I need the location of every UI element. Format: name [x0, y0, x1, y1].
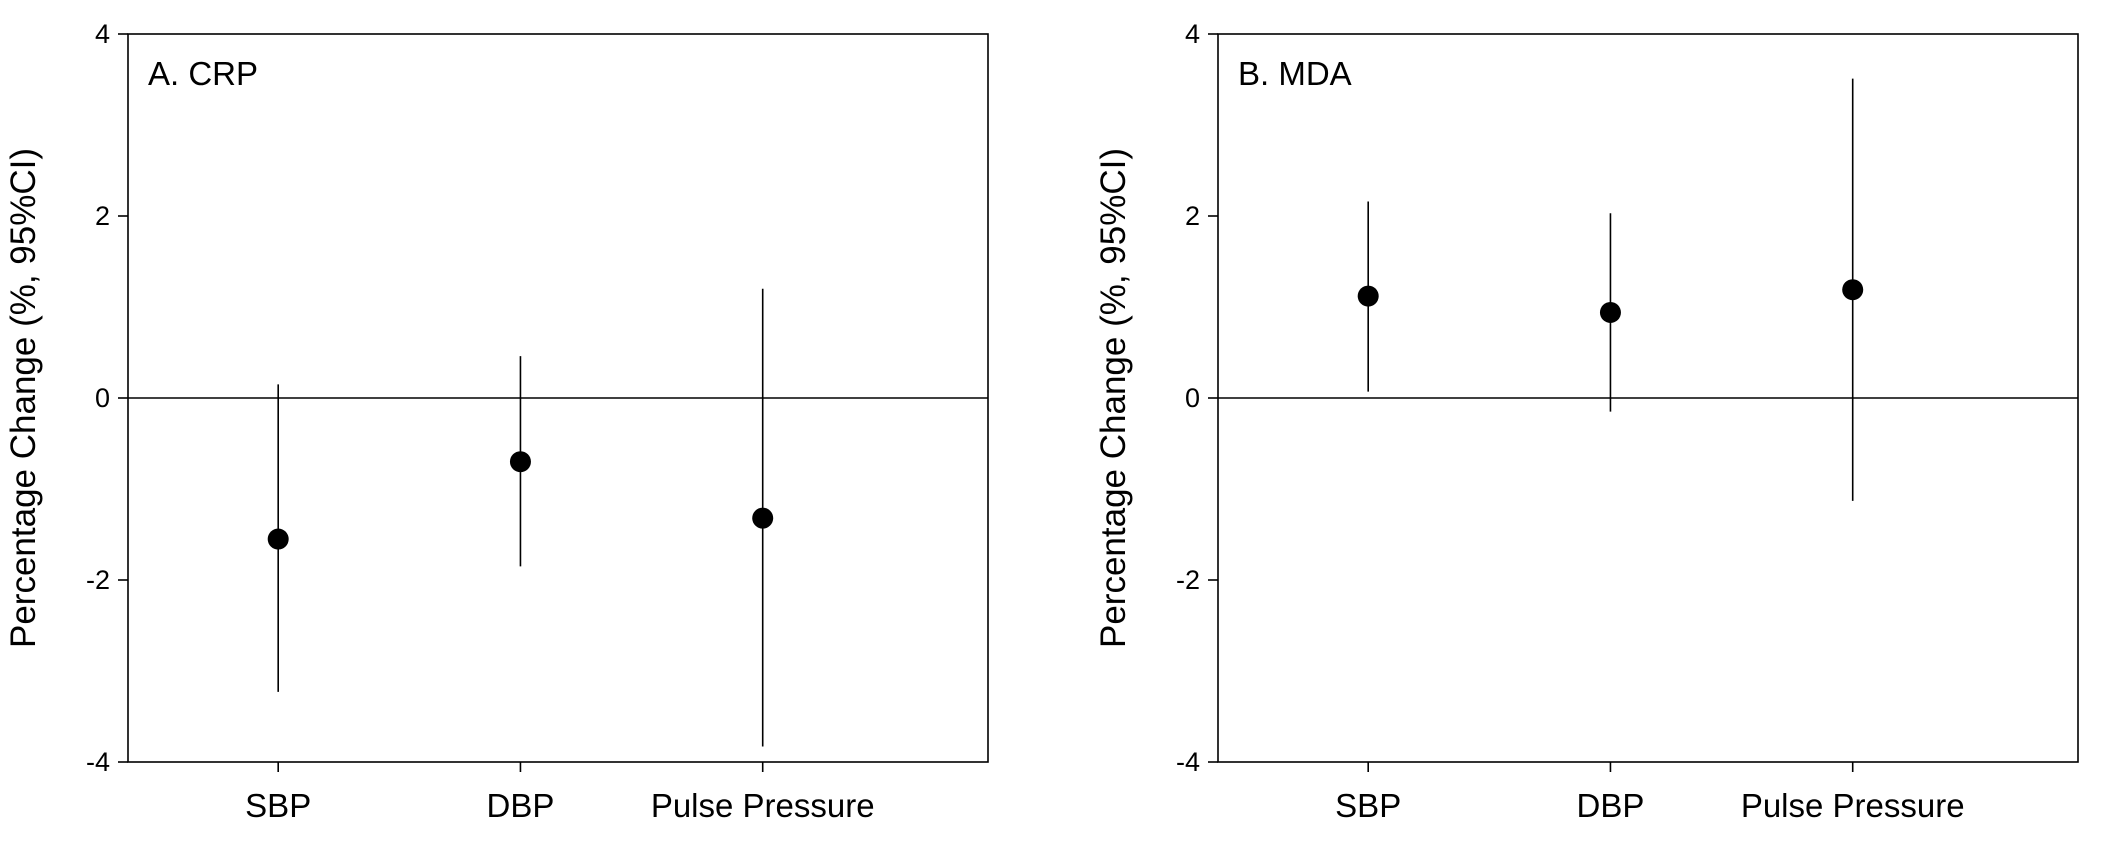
panel-a-crp: -4 -2 0 2 4 Percentage Change (%, 95%CI) A. CR…	[4, 19, 989, 824]
y-tick-label: -2	[1176, 565, 1200, 595]
data-point	[1357, 285, 1379, 307]
y-tick-label: 2	[95, 201, 110, 231]
data-point	[1842, 279, 1864, 301]
x-category-label: SBP	[245, 787, 311, 824]
y-axis-title: Percentage Change (%, 95%CI)	[4, 148, 43, 648]
y-axis-title: Percentage Change (%, 95%CI)	[1094, 148, 1133, 648]
data-point	[267, 528, 289, 550]
panel-b-mda: -4 -2 0 2 4 Percentage Change (%, 95%CI) B. MD…	[1094, 19, 2079, 824]
data-point	[509, 451, 531, 473]
x-category-label: SBP	[1335, 787, 1401, 824]
y-tick-label: -2	[86, 565, 110, 595]
panel-title: A. CRP	[148, 55, 258, 92]
y-tick-label: 0	[95, 383, 110, 413]
y-tick-label: 4	[95, 19, 110, 49]
panel-title: B. MDA	[1238, 55, 1352, 92]
x-category-label: DBP	[487, 787, 555, 824]
x-category-label: Pulse Pressure	[651, 787, 875, 824]
y-tick-label: -4	[1176, 747, 1200, 777]
y-tick-label: 2	[1185, 201, 1200, 231]
y-tick-label: 4	[1185, 19, 1200, 49]
y-tick-label: 0	[1185, 383, 1200, 413]
x-category-label: Pulse Pressure	[1741, 787, 1965, 824]
data-point	[752, 507, 774, 529]
data-point	[1599, 301, 1621, 323]
x-category-label: DBP	[1577, 787, 1645, 824]
y-tick-label: -4	[86, 747, 110, 777]
